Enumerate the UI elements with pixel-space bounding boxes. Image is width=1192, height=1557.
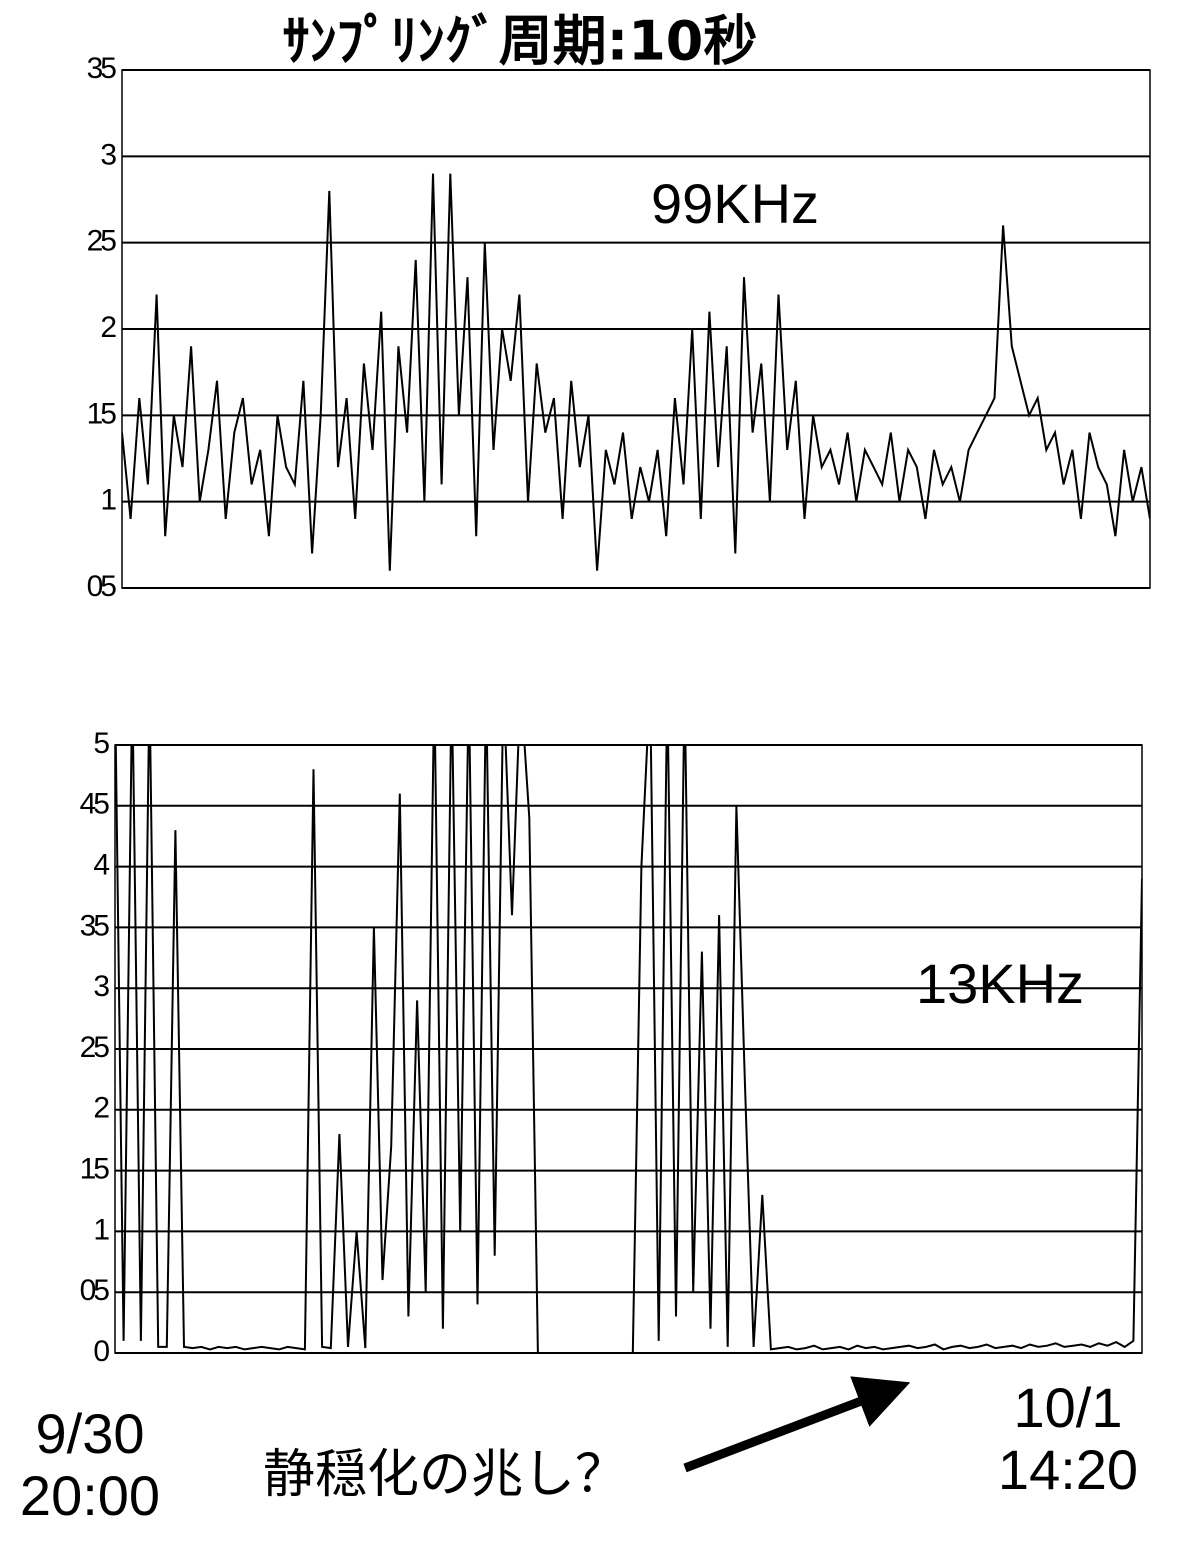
data-line [122, 173, 1150, 571]
y-tick-label: 05 [87, 570, 117, 603]
y-tick-label: 35 [87, 52, 117, 85]
y-tick-label: 25 [80, 1031, 110, 1064]
y-tick-label: 1 [100, 484, 116, 517]
y-tick-label: 15 [80, 1153, 110, 1186]
y-tick-label: 2 [93, 1092, 109, 1125]
y-tick-label: 2 [100, 311, 116, 344]
x-endpoint-label: 20:00 [20, 1464, 160, 1527]
y-tick-label: 5 [93, 727, 109, 760]
annotation: 99KHz [651, 172, 819, 235]
note: 静穏化の兆し？ [263, 1445, 627, 1505]
x-endpoint-label: 9/30 [36, 1402, 145, 1465]
x-endpoint-label: 14:20 [998, 1438, 1138, 1501]
x-endpoint-label: 10/1 [1014, 1376, 1123, 1439]
y-tick-label: 3 [93, 970, 109, 1003]
y-tick-label: 0 [93, 1335, 109, 1368]
arrow [683, 1376, 911, 1473]
y-tick-label: 35 [80, 909, 110, 942]
y-tick-label: 45 [80, 788, 110, 821]
chart-title: ｻﾝﾌﾟﾘﾝｸﾞ周期:10秒 [283, 10, 758, 73]
y-tick-label: 1 [93, 1213, 109, 1246]
data-line [115, 745, 1142, 1353]
annotation: 13KHz [916, 952, 1084, 1015]
y-tick-label: 15 [87, 397, 117, 430]
y-tick-label: 05 [80, 1274, 110, 1307]
y-tick-label: 4 [93, 849, 109, 882]
y-tick-label: 25 [87, 225, 117, 258]
y-tick-label: 3 [100, 138, 116, 171]
